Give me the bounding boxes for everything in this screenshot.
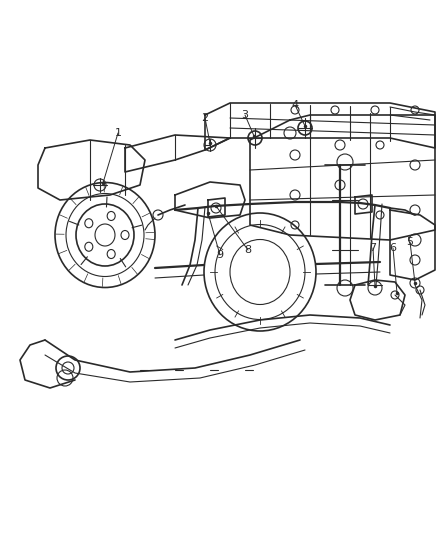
Text: 3: 3 (241, 110, 248, 120)
Text: 7: 7 (369, 243, 377, 253)
Text: 6: 6 (389, 243, 396, 253)
Text: 5: 5 (406, 237, 413, 247)
Text: 9: 9 (216, 250, 223, 260)
Text: 8: 8 (244, 245, 251, 255)
Text: 1: 1 (114, 128, 121, 138)
Text: 2: 2 (201, 113, 208, 123)
Text: 4: 4 (291, 100, 299, 110)
